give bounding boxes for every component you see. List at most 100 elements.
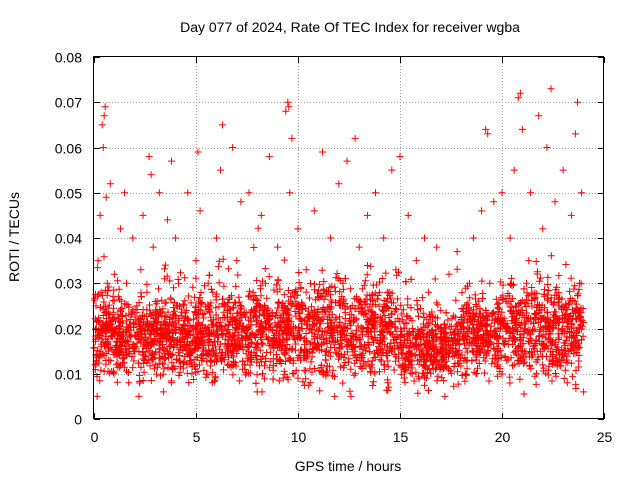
data-point — [360, 281, 368, 289]
data-point — [133, 339, 141, 347]
data-point — [512, 336, 519, 343]
data-point — [112, 361, 120, 369]
data-point — [549, 324, 557, 332]
data-point — [463, 336, 471, 344]
data-point — [233, 257, 241, 265]
data-point — [502, 297, 510, 305]
data-point — [554, 359, 562, 367]
data-point — [429, 331, 437, 339]
data-point — [341, 275, 349, 282]
data-point — [220, 366, 227, 374]
data-point — [559, 166, 567, 174]
data-point — [442, 324, 450, 332]
data-point — [574, 98, 581, 106]
data-point — [279, 307, 287, 315]
data-point — [310, 322, 318, 330]
data-point — [421, 234, 428, 242]
data-point — [194, 148, 202, 156]
data-point — [514, 94, 522, 102]
data-point — [160, 365, 168, 373]
data-point — [276, 318, 284, 326]
y-tick-label: 0.02 — [55, 322, 82, 338]
data-point — [190, 376, 198, 383]
data-points — [90, 85, 588, 400]
data-point — [402, 278, 410, 286]
data-point — [256, 346, 264, 354]
data-point — [101, 103, 109, 111]
data-point — [498, 370, 506, 378]
data-point — [101, 308, 109, 316]
data-point — [199, 351, 207, 359]
data-point — [291, 308, 299, 315]
data-point — [253, 341, 261, 349]
data-point — [166, 343, 173, 351]
data-point — [318, 340, 326, 348]
data-point — [289, 289, 297, 297]
data-point — [141, 334, 149, 342]
data-point — [494, 372, 502, 380]
data-point — [368, 357, 376, 365]
data-point — [126, 332, 134, 340]
data-point — [451, 359, 459, 367]
data-point — [464, 324, 472, 332]
data-point — [305, 325, 313, 333]
data-point — [155, 313, 162, 321]
data-point — [322, 367, 330, 375]
data-point — [574, 345, 582, 353]
data-point — [571, 282, 579, 290]
data-point — [361, 297, 369, 305]
data-point — [225, 265, 233, 273]
data-point — [469, 321, 477, 329]
data-point — [369, 297, 377, 305]
data-point — [225, 321, 233, 329]
data-point — [475, 326, 483, 334]
data-point — [407, 275, 415, 283]
data-point — [400, 374, 408, 382]
data-point — [351, 369, 359, 377]
data-point — [175, 349, 182, 357]
data-point — [298, 325, 306, 332]
data-point — [105, 283, 113, 291]
data-point — [207, 299, 215, 307]
data-point — [451, 328, 459, 336]
data-point — [236, 377, 244, 385]
data-point — [573, 328, 581, 336]
data-point — [282, 358, 289, 366]
data-point — [347, 392, 355, 400]
data-point — [384, 363, 392, 371]
data-point — [100, 351, 108, 359]
data-point — [135, 348, 143, 356]
data-point — [458, 305, 466, 313]
data-point — [560, 375, 568, 382]
data-point — [164, 347, 172, 355]
data-point — [443, 334, 451, 342]
data-point — [543, 144, 551, 151]
data-point — [193, 353, 201, 361]
data-point — [295, 279, 303, 287]
data-point — [396, 331, 404, 339]
data-point — [390, 366, 398, 374]
data-point — [213, 357, 220, 365]
data-point — [232, 340, 240, 348]
data-point — [220, 356, 228, 364]
data-point — [99, 144, 107, 151]
data-point — [233, 346, 241, 354]
data-point — [257, 319, 265, 327]
data-point — [99, 350, 107, 358]
data-point — [336, 363, 344, 371]
data-point — [482, 125, 490, 133]
data-point — [269, 355, 277, 363]
data-point — [401, 378, 409, 386]
data-point — [402, 320, 410, 328]
data-point — [553, 362, 561, 370]
data-point — [123, 279, 131, 287]
data-point — [185, 316, 193, 324]
data-point — [137, 293, 145, 301]
data-point — [158, 331, 166, 339]
data-point — [257, 335, 265, 343]
data-point — [175, 372, 183, 379]
data-point — [177, 269, 184, 277]
data-point — [469, 234, 477, 242]
data-point — [420, 362, 428, 370]
data-point — [263, 307, 271, 315]
